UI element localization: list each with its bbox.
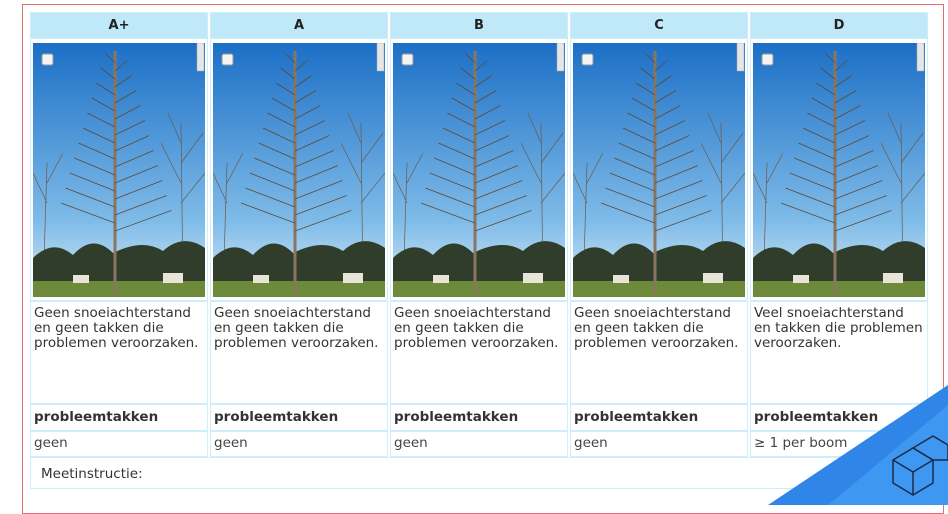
image-cell[interactable] [30,39,208,301]
column-header: B [390,12,568,39]
page: A+ABCD [0,0,948,505]
column-header: D [750,12,928,39]
description: Geen snoeiachterstand en geen takken die… [390,301,568,404]
criterion-value: geen [30,431,208,457]
column-header: A [210,12,388,39]
criterion-value: geen [570,431,748,457]
criterion-value: geen [390,431,568,457]
criterion-label: probleemtakken [570,404,748,431]
image-row [30,39,932,301]
column-header: A+ [30,12,208,39]
description: Geen snoeiachterstand en geen takken die… [210,301,388,404]
image-cell[interactable] [390,39,568,301]
criterion-label: probleemtakken [210,404,388,431]
image-cell[interactable] [210,39,388,301]
corner-badge [768,385,948,505]
tree-photo [33,43,205,297]
tree-photo [753,43,925,297]
criterion-label: probleemtakken [390,404,568,431]
column-header: C [570,12,748,39]
description: Geen snoeiachterstand en geen takken die… [570,301,748,404]
tree-photo [573,43,745,297]
tree-photo [213,43,385,297]
tree-photo [393,43,565,297]
image-cell[interactable] [750,39,928,301]
criterion-value: geen [210,431,388,457]
description: Geen snoeiachterstand en geen takken die… [30,301,208,404]
image-cell[interactable] [570,39,748,301]
criterion-label: probleemtakken [30,404,208,431]
